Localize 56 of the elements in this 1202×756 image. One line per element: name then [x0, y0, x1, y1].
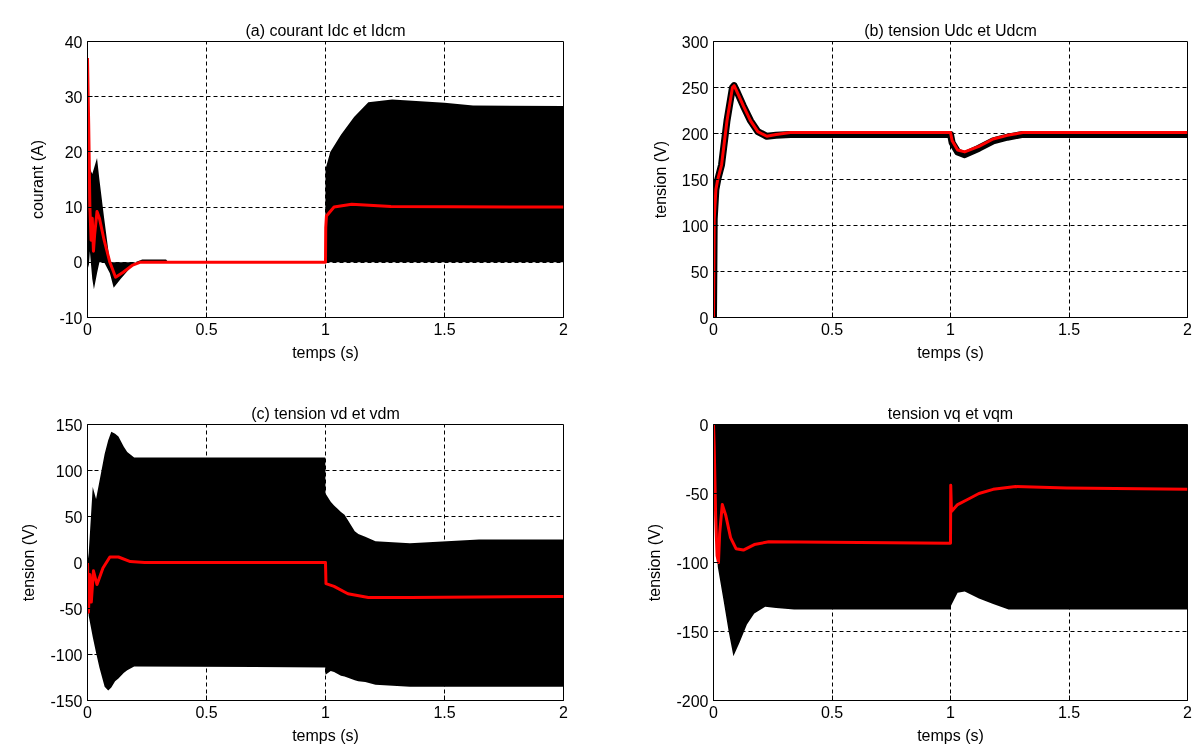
x-tick-label: 1.5 [1057, 703, 1081, 721]
y-tick-label: 0 [699, 416, 709, 434]
x-axis-title: temps (s) [917, 726, 984, 744]
x-tick-label: 1 [946, 320, 956, 338]
y-tick-label: 100 [55, 462, 83, 480]
y-tick-label: 0 [73, 254, 83, 272]
chart-title: tension vq et vqm [887, 404, 1014, 422]
y-axis-title: tension (V) [20, 523, 38, 602]
y-tick-label: 0 [699, 309, 709, 327]
y-axis-title: tension (V) [651, 140, 669, 219]
y-tick-label: 40 [64, 33, 83, 51]
y-tick-label: -150 [676, 623, 709, 641]
x-tick-label: 1 [946, 703, 956, 721]
y-tick-label: 100 [681, 217, 709, 235]
x-tick-label: 1 [321, 703, 331, 721]
x-axis-title: temps (s) [292, 343, 359, 361]
y-tick-label: 50 [690, 263, 709, 281]
y-tick-label: -50 [685, 485, 709, 503]
line-series [713, 424, 1188, 564]
y-tick-label: -200 [676, 692, 709, 710]
chart-title: (c) tension vd et vdm [251, 404, 400, 422]
x-tick-label: 1.5 [433, 703, 456, 721]
x-tick-label: 2 [1183, 320, 1193, 338]
x-tick-label: 0.5 [820, 703, 844, 721]
y-axis-title: tension (V) [646, 523, 664, 602]
y-tick-label: 250 [681, 79, 709, 97]
x-tick-label: 1 [321, 320, 331, 338]
x-tick-label: 0.5 [820, 320, 844, 338]
y-tick-label: 0 [73, 554, 83, 572]
y-tick-label: 300 [681, 33, 709, 51]
line-series [87, 56, 564, 279]
x-tick-label: 0.5 [195, 703, 218, 721]
chart-title: (b) tension Udc et Udcm [864, 21, 1037, 39]
x-tick-label: 2 [559, 320, 569, 338]
y-tick-label: 20 [64, 143, 83, 161]
y-tick-label: -50 [59, 600, 83, 618]
x-axis-title: temps (s) [917, 343, 984, 361]
x-tick-label: 2 [559, 703, 569, 721]
y-axis-title: courant (A) [29, 139, 47, 220]
x-tick-label: 2 [1183, 703, 1193, 721]
line-series [87, 555, 564, 614]
y-tick-label: 150 [55, 416, 83, 434]
y-tick-label: 10 [64, 199, 83, 217]
y-tick-label: -100 [676, 554, 709, 572]
x-tick-label: 0.5 [195, 320, 218, 338]
x-tick-label: 1.5 [1057, 320, 1081, 338]
y-tick-label: 150 [681, 171, 709, 189]
x-tick-label: 1.5 [433, 320, 456, 338]
y-tick-label: -150 [50, 692, 83, 710]
y-tick-label: -100 [50, 646, 83, 664]
y-tick-label: 50 [64, 508, 83, 526]
x-axis-title: temps (s) [292, 726, 359, 744]
chart-title: (a) courant Idc et Idcm [245, 21, 406, 39]
y-tick-label: -10 [59, 309, 83, 327]
y-tick-label: 200 [681, 125, 709, 143]
y-tick-label: 30 [64, 88, 83, 106]
